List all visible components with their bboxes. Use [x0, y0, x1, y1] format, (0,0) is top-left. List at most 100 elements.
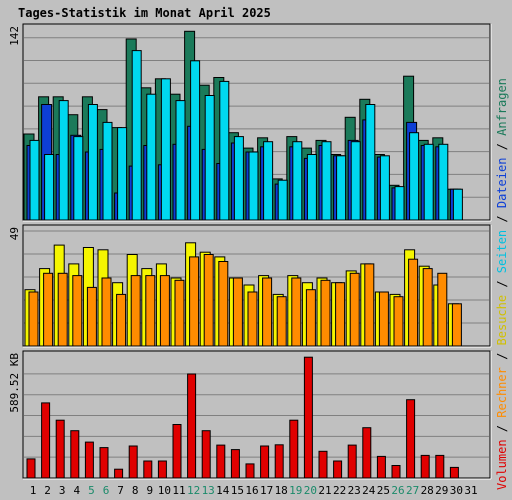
top-bar-seiten-day-11 — [175, 100, 186, 221]
top-bar-seiten-day-5 — [87, 104, 98, 221]
middle-bar-rechner-day-25 — [378, 291, 389, 347]
middle-bar-rechner-day-23 — [349, 272, 360, 347]
middle-bar-rechner-day-5 — [86, 286, 97, 347]
middle-bar-rechner-day-21 — [320, 279, 331, 347]
x-tick-label-day-4: 4 — [73, 484, 80, 497]
bottom-bar-volumen-day-26 — [391, 465, 401, 479]
bottom-bar-volumen-day-3 — [55, 419, 65, 479]
middle-bar-rechner-day-9 — [145, 275, 156, 347]
bottom-bar-volumen-day-5 — [84, 441, 94, 479]
x-tick-label-day-10: 10 — [158, 484, 171, 497]
middle-bar-rechner-day-6 — [101, 277, 112, 347]
top-bar-seiten-day-28 — [423, 143, 434, 221]
top-bar-seiten-day-20 — [306, 154, 317, 221]
top-bar-seiten-day-24 — [365, 104, 376, 221]
legend-part: Volumen — [495, 439, 509, 490]
x-tick-label-day-22: 22 — [333, 484, 346, 497]
x-tick-label-day-3: 3 — [59, 484, 66, 497]
x-tick-label-day-29: 29 — [435, 484, 448, 497]
top-bar-seiten-day-1 — [29, 139, 40, 221]
middle-bar-rechner-day-20 — [305, 289, 316, 347]
bottom-bar-volumen-day-29 — [435, 454, 445, 479]
legend-part: Anfragen — [495, 78, 509, 136]
top-bar-seiten-day-9 — [146, 93, 157, 221]
top-bar-seiten-day-19 — [292, 141, 303, 221]
bottom-bar-volumen-day-21 — [318, 450, 328, 479]
x-tick-label-day-14: 14 — [216, 484, 230, 497]
top-bar-seiten-day-14 — [219, 80, 230, 221]
bottom-bar-volumen-day-6 — [99, 447, 109, 479]
top-bar-seiten-day-17 — [263, 141, 274, 221]
bottom-bar-volumen-day-17 — [260, 445, 270, 479]
bottom-bar-volumen-day-30 — [449, 466, 459, 479]
bottom-bar-volumen-day-16 — [245, 463, 255, 479]
top-bar-seiten-day-27 — [409, 132, 420, 221]
x-tick-label-day-27: 27 — [406, 484, 419, 497]
bottom-bar-volumen-day-15 — [230, 449, 240, 479]
chart-panels: 142 49 589.52 KB — [8, 23, 492, 480]
legend-part: / — [495, 136, 509, 158]
middle-bar-rechner-day-4 — [72, 275, 83, 347]
bottom-bar-volumen-day-12 — [187, 373, 197, 479]
x-tick-label-day-30: 30 — [450, 484, 463, 497]
x-tick-label-day-13: 13 — [202, 484, 215, 497]
bottom-ymax-label: 589.52 KB — [8, 353, 21, 413]
legend-part: / — [495, 208, 509, 230]
bottom-bar-volumen-day-13 — [201, 430, 211, 479]
chart-title: Tages-Statistik im Monat April 2025 — [18, 6, 271, 20]
middle-bar-rechner-day-3 — [57, 272, 68, 347]
top-bar-seiten-day-15 — [233, 136, 244, 221]
top-bar-seiten-day-6 — [102, 121, 113, 221]
middle-panel: 49 — [8, 224, 492, 348]
bottom-bar-volumen-day-8 — [128, 445, 138, 479]
top-bar-seiten-day-13 — [204, 95, 215, 221]
x-tick-label-day-15: 15 — [231, 484, 244, 497]
middle-bar-rechner-day-19 — [291, 277, 302, 347]
x-tick-label-day-23: 23 — [348, 484, 361, 497]
x-tick-label-day-16: 16 — [245, 484, 258, 497]
middle-bar-rechner-day-2 — [43, 272, 54, 347]
top-bar-seiten-day-10 — [160, 78, 171, 221]
top-bar-seiten-day-8 — [131, 50, 142, 221]
middle-bar-rechner-day-12 — [189, 256, 200, 347]
bottom-bar-volumen-day-20 — [303, 356, 313, 479]
x-tick-label-day-31: 31 — [464, 484, 477, 497]
top-bar-seiten-day-30 — [452, 188, 463, 221]
x-tick-label-day-19: 19 — [289, 484, 302, 497]
bottom-bar-volumen-day-25 — [376, 455, 386, 479]
top-bar-seiten-day-7 — [117, 127, 128, 221]
x-tick-label-day-11: 11 — [172, 484, 185, 497]
middle-bar-rechner-day-1 — [28, 291, 39, 347]
top-bar-seiten-day-29 — [438, 143, 449, 221]
x-tick-label-day-6: 6 — [103, 484, 110, 497]
top-bar-seiten-day-3 — [58, 100, 69, 221]
bottom-bar-volumen-day-14 — [216, 444, 226, 479]
top-bar-seiten-day-21 — [321, 141, 332, 221]
bottom-bar-volumen-day-28 — [420, 454, 430, 479]
top-panel: 142 — [8, 23, 492, 222]
x-axis-labels: 1 2 3 4 5 6 7 8 9 10 11 12 13 14 15 16 17 18 19 20 21 22 23 24 2… — [30, 484, 478, 497]
middle-ymax-label: 49 — [8, 227, 21, 240]
x-tick-label-day-2: 2 — [44, 484, 51, 497]
bottom-bar-volumen-day-18 — [274, 444, 284, 479]
middle-bar-rechner-day-26 — [393, 296, 404, 347]
legend-part: / — [495, 418, 509, 440]
middle-bar-rechner-day-14 — [218, 261, 229, 347]
x-tick-label-day-20: 20 — [304, 484, 317, 497]
top-bar-seiten-day-2 — [44, 154, 55, 221]
x-tick-label-day-21: 21 — [318, 484, 331, 497]
x-tick-label-day-1: 1 — [30, 484, 37, 497]
x-tick-label-day-9: 9 — [146, 484, 153, 497]
right-legend: Volumen / Rechner / Besuche / Seiten / D… — [495, 78, 509, 490]
middle-bar-rechner-day-24 — [364, 263, 375, 347]
middle-bar-rechner-day-7 — [116, 293, 127, 347]
top-ymax-label: 142 — [8, 26, 21, 46]
x-tick-label-day-28: 28 — [421, 484, 434, 497]
legend-part: / — [495, 273, 509, 295]
middle-bar-rechner-day-8 — [130, 275, 141, 347]
bottom-bar-volumen-day-19 — [289, 419, 299, 479]
x-tick-label-day-25: 25 — [377, 484, 390, 497]
bottom-bar-volumen-day-2 — [41, 402, 51, 479]
legend-part: / — [495, 345, 509, 367]
